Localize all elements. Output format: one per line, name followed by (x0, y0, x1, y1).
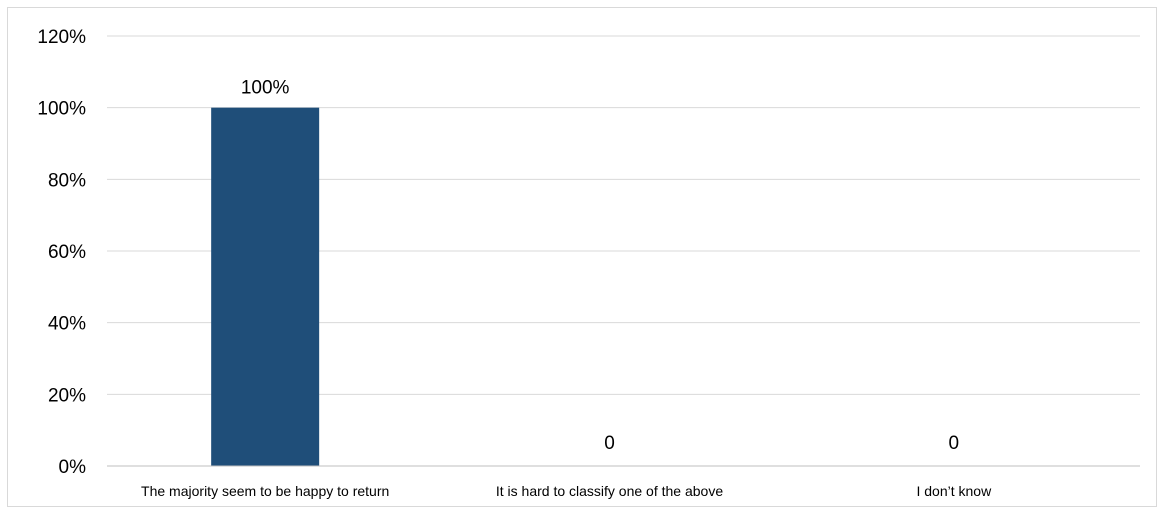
y-tick-label: 60% (48, 242, 86, 263)
y-tick-label: 40% (48, 314, 86, 335)
data-label: 0 (604, 433, 615, 454)
y-tick-label: 0% (59, 457, 87, 478)
chart-frame (7, 7, 1157, 507)
bars (211, 107, 320, 467)
x-category-label: I don’t know (916, 483, 992, 499)
y-tick-label: 80% (48, 170, 86, 191)
y-tick-label: 100% (37, 99, 86, 120)
x-category-label: It is hard to classify one of the above (496, 483, 723, 499)
y-tick-label: 20% (48, 385, 86, 406)
y-tick-label: 120% (37, 27, 86, 48)
x-category-label: The majority seem to be happy to return (141, 483, 389, 499)
labels: 0% 20% 40% 60% 80% 100% 120% 100% The majority s… (37, 27, 992, 499)
data-label: 0 (949, 433, 960, 454)
bar (211, 107, 320, 467)
data-label: 100% (241, 78, 290, 99)
